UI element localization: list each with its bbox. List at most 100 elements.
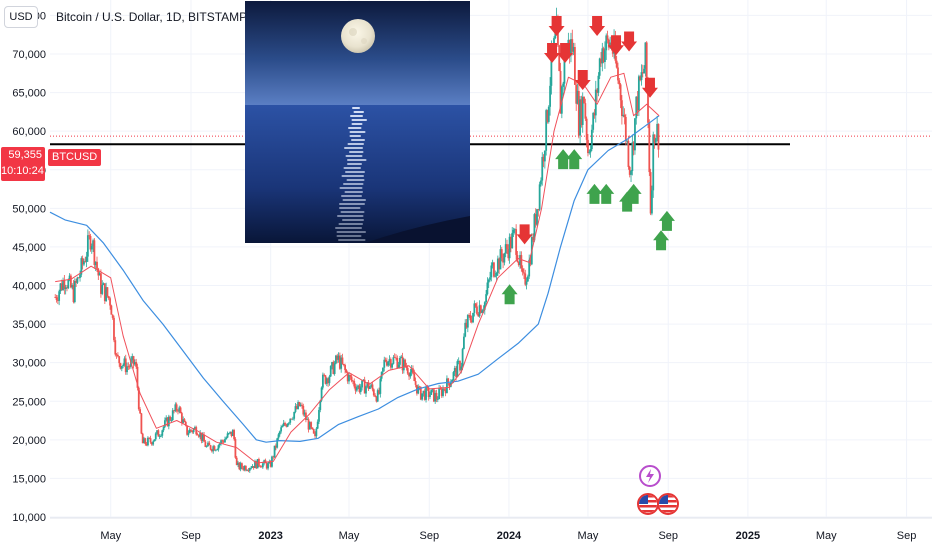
candle-body — [170, 420, 173, 421]
candle-body — [131, 356, 134, 360]
candle-body — [140, 413, 143, 434]
candle-body — [94, 261, 97, 266]
candle-body — [487, 279, 490, 283]
candle-body — [315, 428, 318, 437]
candle-body — [252, 466, 255, 469]
ma-long-line — [49, 115, 660, 443]
candle-body — [250, 467, 252, 469]
candle-body — [513, 229, 516, 231]
candle-body — [384, 359, 387, 362]
candle-body — [469, 315, 472, 321]
candle-body — [528, 259, 531, 277]
candle-body — [325, 378, 328, 384]
candle-body — [387, 361, 390, 366]
candle-body — [499, 249, 502, 270]
candle-body — [573, 47, 576, 85]
moon-reflection — [351, 119, 367, 121]
candle-body — [133, 362, 136, 365]
candle-body — [585, 118, 588, 140]
candle-body — [174, 404, 177, 412]
candle-body — [98, 273, 101, 276]
candle-body — [213, 446, 216, 451]
candle-body — [244, 466, 247, 471]
moon-reflection — [336, 235, 362, 237]
y-tick-label: 70,000 — [12, 49, 46, 61]
candle-body — [436, 399, 439, 400]
moonlit-sea-image — [245, 1, 470, 243]
candle-body — [529, 259, 532, 265]
candle-body — [641, 72, 644, 74]
candle-body — [77, 277, 80, 279]
candle-body — [312, 429, 315, 434]
candle-body — [472, 312, 474, 323]
moon-reflection — [345, 155, 363, 157]
candle-body — [354, 386, 357, 391]
us-flag-icon[interactable] — [637, 493, 659, 515]
candle-body — [227, 433, 230, 434]
candle-body — [523, 272, 525, 274]
candle-body — [301, 404, 303, 406]
candle-body — [127, 366, 130, 368]
currency-button[interactable]: USD — [4, 6, 38, 28]
candle-body — [464, 322, 467, 337]
candle-body — [116, 354, 119, 357]
candle-body — [494, 275, 497, 277]
candle-body — [483, 302, 486, 310]
candle-body — [218, 443, 221, 446]
candle-body — [167, 416, 170, 427]
moon-reflection — [340, 211, 365, 213]
candle-body — [56, 299, 59, 301]
candle-body — [372, 389, 375, 396]
candle-body — [593, 112, 596, 116]
candle-body — [235, 457, 238, 466]
us-flag-icon[interactable] — [657, 493, 679, 515]
candle-body — [463, 336, 465, 349]
candle-body — [302, 405, 305, 415]
candle-body — [319, 400, 322, 410]
y-axis[interactable]: 10,000 15,000 20,000 25,000 30,000 35,000 40,0… — [12, 10, 46, 524]
candle-body — [404, 359, 407, 367]
candle-body — [588, 152, 591, 154]
candle-body — [147, 437, 149, 446]
candle-body — [274, 445, 277, 448]
y-tick-label: 15,000 — [12, 473, 46, 485]
candle-body — [106, 287, 109, 297]
candle-body — [224, 439, 226, 443]
candle-body — [379, 378, 382, 394]
x-tick-label: 2025 — [736, 530, 760, 542]
candle-body — [207, 442, 209, 447]
candle-body — [222, 441, 225, 443]
candle-body — [511, 232, 514, 249]
candle-body — [197, 435, 200, 437]
candle-body — [165, 417, 168, 421]
candle-body — [289, 418, 292, 423]
candle-body — [89, 236, 92, 250]
candle-body — [439, 388, 442, 390]
candle-body — [443, 388, 446, 390]
candle-body — [247, 470, 250, 472]
candle-body — [285, 424, 288, 427]
last-price-value: 59,355 — [8, 149, 42, 161]
candle-body — [431, 389, 434, 391]
candle-body — [543, 150, 546, 162]
candle-body — [308, 422, 311, 430]
candle-body — [423, 390, 426, 400]
candle-body — [111, 314, 114, 318]
earnings-event-icon[interactable] — [639, 465, 661, 487]
candle-body — [537, 209, 540, 210]
candle-body — [515, 229, 518, 255]
x-axis[interactable]: May Sep 2023 May Sep 2024 May Sep 2025 May Sep — [100, 530, 916, 542]
candle-body — [623, 114, 626, 117]
up-arrow-icon — [555, 149, 572, 170]
candle-body — [81, 258, 84, 265]
candle-body — [525, 281, 528, 285]
candle-body — [97, 268, 100, 276]
moon-reflection — [337, 215, 364, 217]
candle-body — [268, 461, 271, 464]
down-arrow-icon — [621, 31, 638, 52]
moon-reflection — [349, 135, 361, 137]
candle-body — [534, 214, 537, 225]
moon-reflection — [335, 227, 362, 229]
candle-body — [238, 462, 241, 470]
